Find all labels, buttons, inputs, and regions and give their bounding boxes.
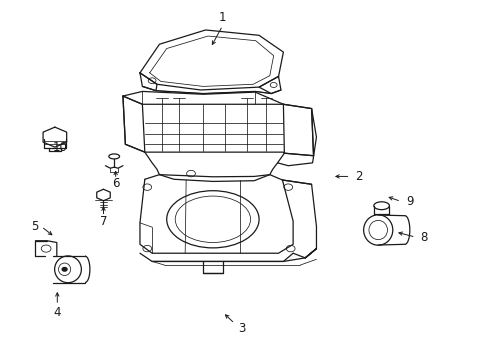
Text: 8: 8 (420, 231, 427, 244)
Text: 2: 2 (354, 170, 362, 183)
Text: 9: 9 (405, 195, 413, 208)
Circle shape (62, 267, 67, 271)
Text: 4: 4 (54, 306, 61, 319)
Text: 1: 1 (219, 11, 226, 24)
Text: 7: 7 (100, 215, 107, 228)
Text: 10: 10 (52, 141, 67, 154)
Text: 5: 5 (31, 220, 38, 233)
Text: 3: 3 (238, 322, 245, 335)
Text: 6: 6 (112, 177, 119, 190)
